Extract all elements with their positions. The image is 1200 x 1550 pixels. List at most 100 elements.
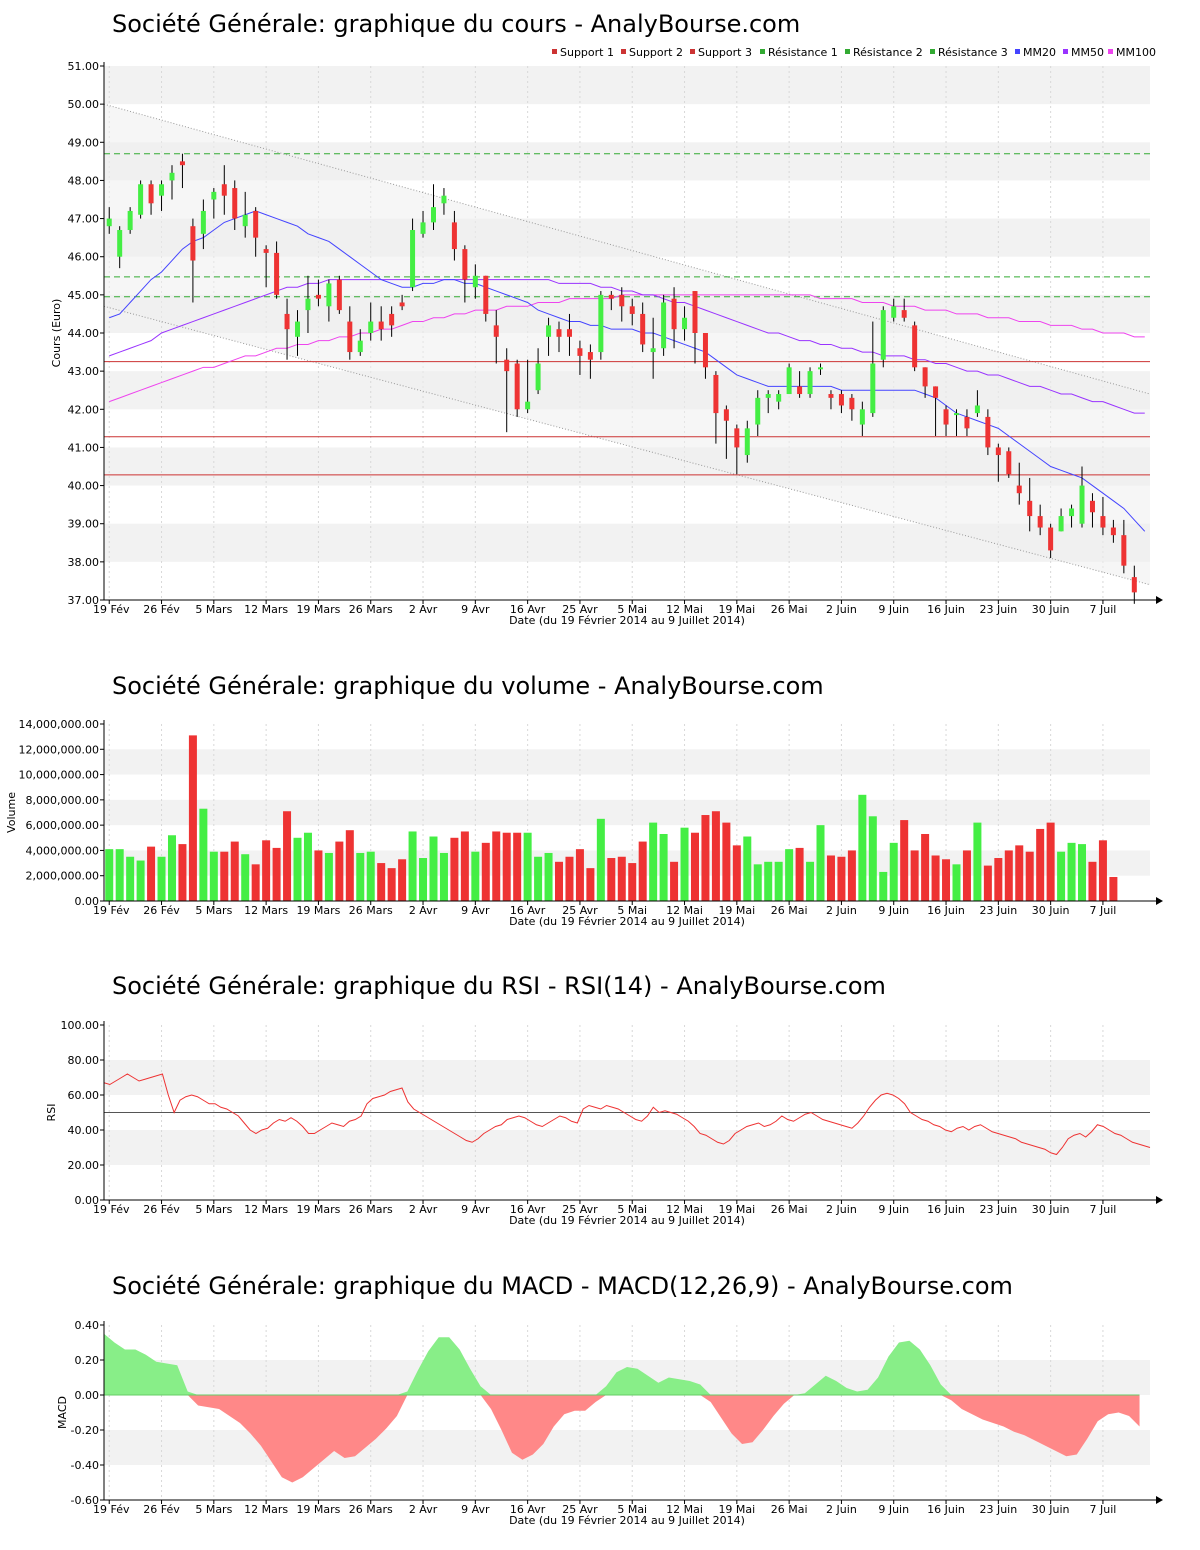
candle-body [472,275,478,288]
rsi-x-tick-label: 5 Mai [617,1203,647,1216]
rsi-y-tick-label: 40.00 [68,1124,100,1137]
volume-bar [565,856,574,901]
price-x-tick-label: 9 Juin [878,603,909,616]
candle-body [420,222,426,234]
rsi-line [103,1073,1151,1156]
legend-label: Support 3 [698,46,752,59]
candle-body [587,352,593,360]
candle-body [127,210,133,231]
rsi-x-tick-label: 7 Juil [1090,1203,1117,1216]
volume-bar [293,837,302,901]
candle-body [326,283,332,307]
candle-body [462,249,468,280]
rsi-chart-title: Société Générale: graphique du RSI - RSI… [112,972,886,1000]
volume-bar [596,818,605,901]
price-y-tick-label: 41.00 [68,441,100,454]
candle-body [368,321,374,333]
mm20-line [109,210,1146,532]
volume-bar [837,856,846,901]
candle-body [399,302,405,307]
candle-body [765,394,771,398]
candle-body [1069,508,1075,517]
candle-body [953,413,959,416]
volume-bar [858,794,867,901]
legend-swatch [845,49,850,54]
volume-bar [722,822,731,901]
volume-bar [1036,828,1045,901]
volume-bar [460,831,469,901]
rsi-y-axis-title: RSI [45,1104,58,1122]
candle-body [828,394,834,398]
candle-body [608,294,614,299]
price-x-tick-label: 5 Mai [617,603,647,616]
macd-y-tick-label: -0.60 [71,1494,99,1507]
rsi-x-tick-label: 26 Fév [143,1203,180,1216]
volume-y-tick-label: 10,000,000.00 [19,769,99,782]
candle-body [1079,485,1085,524]
rsi-y-tick-label: 20.00 [68,1159,100,1172]
candle-body [943,409,949,425]
volume-bar [450,837,459,901]
macd-x-tick-label: 9 Avr [461,1503,490,1516]
legend-swatch [1063,49,1068,54]
volume-bar [1046,822,1055,901]
macd-x-tick-label: 16 Avr [510,1503,546,1516]
candle-body [535,363,541,391]
candle-body [357,340,363,353]
legend-label: Résistance 1 [768,46,838,59]
candle-body [661,302,667,349]
volume-x-tick-label: 26 Mars [349,904,393,917]
price-x-tick-label: 7 Juil [1090,603,1117,616]
candle-body [797,386,803,395]
price-x-tick-label: 25 Avr [562,603,598,616]
volume-bar [1088,861,1097,901]
rsi-x-tick-label: 26 Mai [771,1203,808,1216]
volume-bar [680,827,689,901]
candle-body [901,310,907,318]
candle-body [985,416,991,448]
legend-swatch [1108,49,1113,54]
candle-body [232,188,238,219]
volume-bar [199,808,208,901]
candle-body [253,210,259,238]
price-channel-lower [103,305,1151,586]
volume-bar [471,851,480,901]
volume-y-tick-label: 6,000,000.00 [26,819,99,832]
legend-swatch [621,49,626,54]
macd-x-tick-label: 12 Mars [244,1503,288,1516]
volume-bar [753,864,762,901]
volume-bar [659,833,668,901]
price-trend-channel [104,104,1150,585]
volume-bar [147,846,156,901]
volume-x-tick-label: 9 Avr [461,904,490,917]
volume-bar [366,851,375,901]
candle-body [221,184,227,196]
candle-body [1037,516,1043,528]
rsi-x-tick-label: 12 Mars [244,1203,288,1216]
rsi-x-tick-label: 19 Mars [296,1203,340,1216]
macd-x-tick-label: 5 Mars [195,1503,232,1516]
volume-y-tick-label: 0.00 [75,895,100,908]
candle-body [682,317,688,330]
volume-x-axis-title: Date (du 19 Février 2014 au 9 Juillet 20… [509,915,745,928]
rsi-chart: 0.00 20.00 40.00 60.00 80.00 100.00 19 Fév 26 F… [45,1019,1163,1227]
candle-body [451,222,457,250]
rsi-x-tick-label: 9 Juin [878,1203,909,1216]
price-y-tick-label: 51.00 [68,60,100,73]
candle-body [493,325,499,337]
candle-body [713,374,719,414]
volume-bar [764,861,773,901]
price-x-tick-label: 12 Mars [244,603,288,616]
volume-bar [377,863,386,901]
volume-bar [105,849,114,901]
volume-x-tick-label: 9 Juin [878,904,909,917]
candle-body [441,195,447,204]
legend-label: Support 1 [560,46,614,59]
price-x-tick-label: 19 Mars [296,603,340,616]
price-y-tick-label: 46.00 [68,251,100,264]
candle-body [556,329,562,337]
volume-bar [303,832,312,901]
candle-body [1048,527,1054,551]
candle-body [1058,516,1064,532]
legend-label: Résistance 3 [938,46,1008,59]
